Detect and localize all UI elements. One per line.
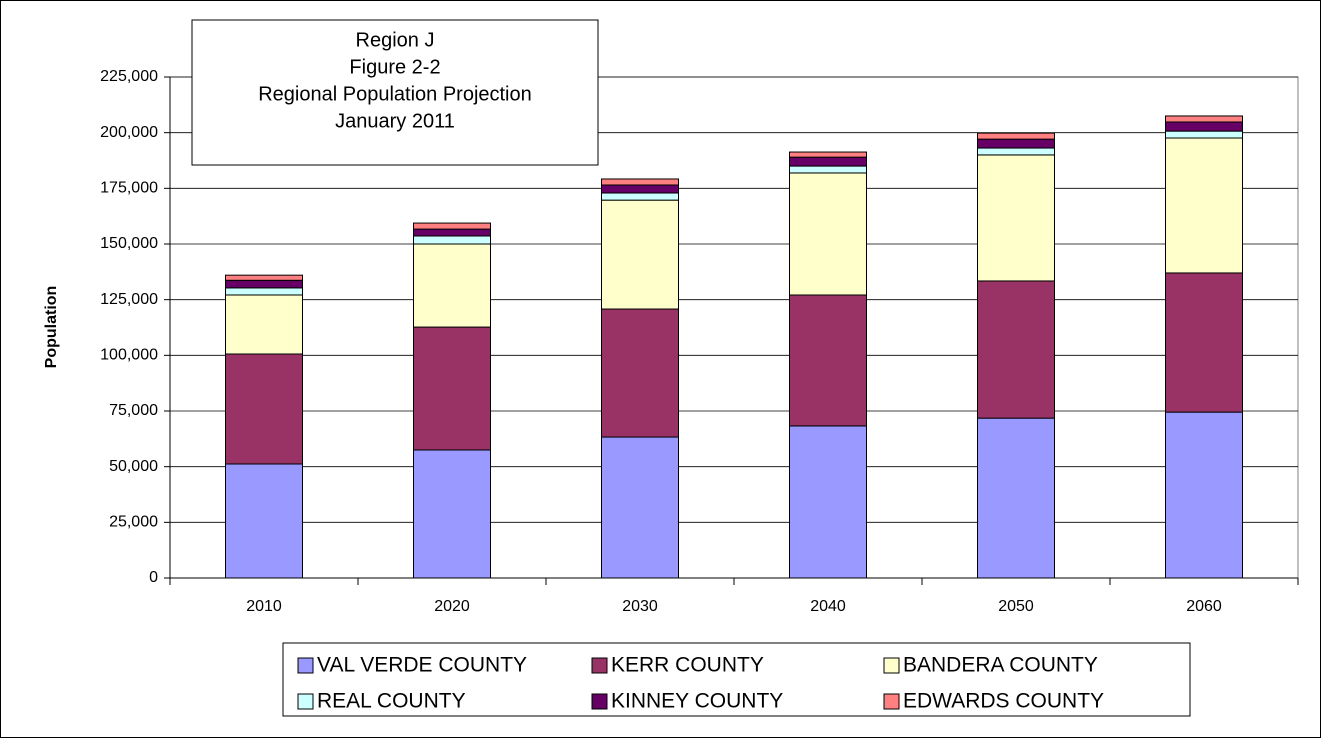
- y-tick-label: 150,000: [100, 235, 158, 252]
- bar-segment: [225, 353, 303, 465]
- bar-segment: [789, 172, 867, 296]
- legend-swatch: [297, 693, 314, 710]
- bar-segment: [413, 326, 491, 451]
- bar-segment: [977, 154, 1055, 282]
- bar-segment: [413, 228, 491, 237]
- bar-segment: [601, 436, 679, 579]
- x-tick-label: 2060: [1186, 598, 1222, 615]
- chart-title: January 2011: [335, 110, 455, 132]
- x-tick-label: 2010: [246, 598, 282, 615]
- legend-label: BANDERA COUNTY: [903, 654, 1098, 677]
- y-tick-label: 100,000: [100, 347, 158, 364]
- bar-segment: [225, 463, 303, 579]
- bar-segment: [413, 235, 491, 245]
- x-tick-label: 2050: [998, 598, 1034, 615]
- x-tick-label: 2040: [810, 598, 846, 615]
- y-tick-label: 200,000: [100, 124, 158, 141]
- y-tick-label: 225,000: [100, 68, 158, 85]
- bar-segment: [413, 222, 491, 230]
- x-tick-label: 2020: [434, 598, 470, 615]
- y-tick-label: 50,000: [109, 458, 158, 475]
- y-tick-label: 25,000: [109, 514, 158, 531]
- bar-segment: [977, 417, 1055, 579]
- chart-title: Region J: [356, 29, 435, 51]
- bar-segment: [1165, 411, 1243, 579]
- legend-label: VAL VERDE COUNTY: [317, 654, 527, 677]
- y-axis-label: Population: [43, 286, 60, 369]
- bar-segment: [225, 279, 303, 289]
- legend-swatch: [883, 693, 900, 710]
- bar-segment: [225, 294, 303, 355]
- bar-segment: [601, 178, 679, 186]
- bar-segment: [977, 132, 1055, 140]
- chart-title: Figure 2-2: [349, 56, 440, 78]
- legend-label: EDWARDS COUNTY: [903, 690, 1104, 713]
- x-tick-label: 2030: [622, 598, 658, 615]
- bar-segment: [789, 425, 867, 579]
- bar-segment: [413, 243, 491, 328]
- bar-segment: [789, 294, 867, 427]
- y-tick-label: 175,000: [100, 180, 158, 197]
- bar-segment: [601, 192, 679, 201]
- legend-label: KERR COUNTY: [611, 654, 764, 677]
- bar-segment: [413, 449, 491, 579]
- bar-segment: [225, 274, 303, 281]
- legend-swatch: [591, 693, 608, 710]
- bar-segment: [977, 280, 1055, 419]
- y-tick-label: 0: [149, 569, 158, 586]
- legend-swatch: [297, 657, 314, 674]
- chart-title: Regional Population Projection: [258, 83, 532, 105]
- y-tick-label: 75,000: [109, 402, 158, 419]
- y-tick-label: 125,000: [100, 291, 158, 308]
- title-box: [191, 19, 599, 166]
- bar-segment: [1165, 115, 1243, 123]
- bar-segment: [1165, 272, 1243, 413]
- bar-segment: [789, 156, 867, 167]
- bar-segment: [1165, 130, 1243, 139]
- bar-segment: [977, 147, 1055, 156]
- bar-segment: [789, 165, 867, 174]
- bar-segment: [601, 308, 679, 438]
- legend-box: [282, 642, 1191, 717]
- bar-segment: [225, 287, 303, 296]
- bar-segment: [977, 138, 1055, 149]
- legend-label: REAL COUNTY: [317, 690, 466, 713]
- bar-segment: [1165, 137, 1243, 274]
- bar-segment: [601, 184, 679, 194]
- legend-swatch: [883, 657, 900, 674]
- bar-segment: [1165, 121, 1243, 132]
- legend-label: KINNEY COUNTY: [611, 690, 783, 713]
- bar-segment: [789, 151, 867, 158]
- bar-segment: [601, 199, 679, 310]
- legend-swatch: [591, 657, 608, 674]
